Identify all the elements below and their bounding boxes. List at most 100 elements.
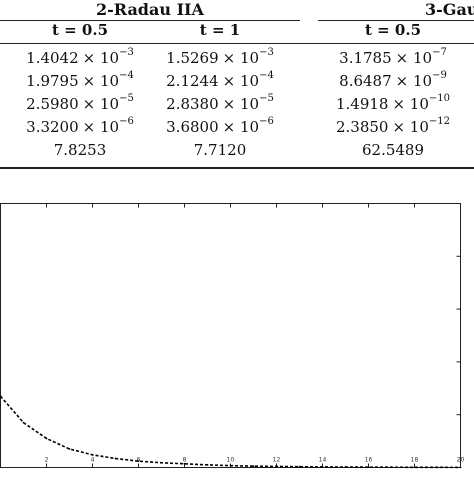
cell-mantissa: 1.5269: [166, 49, 219, 67]
header-rule: [0, 43, 474, 44]
table-cell: 62.5489: [318, 141, 468, 159]
cell-exponent: −10: [428, 93, 451, 104]
series-point: [206, 463, 209, 466]
cell-mantissa: 3.6800: [166, 118, 219, 136]
cell-times: × 10: [222, 95, 260, 113]
series-point: [413, 466, 416, 469]
cell-mantissa: 62.5489: [361, 141, 425, 159]
column-header: t = 0.5: [51, 21, 109, 39]
cell-times: × 10: [222, 72, 260, 90]
x-tick-label: 16: [365, 457, 373, 464]
cell-times: × 10: [82, 49, 120, 67]
cell-mantissa: 1.9795: [26, 72, 79, 90]
cell-exponent: −4: [259, 70, 274, 81]
cell-times: × 10: [82, 118, 120, 136]
cell-exponent: −6: [119, 116, 134, 127]
series-point: [45, 437, 48, 440]
x-tick-label: 2: [45, 457, 49, 464]
x-tick-label: 4: [91, 457, 95, 464]
series-point: [160, 461, 163, 464]
bottom-rule: [0, 167, 474, 169]
series-point: [459, 466, 462, 469]
cell-times: × 10: [392, 118, 429, 136]
cell-times: × 10: [222, 49, 260, 67]
series-point: [229, 464, 232, 467]
group-header-gauss: 3-Gau: [425, 0, 474, 19]
axis-ticks: 2 4 6 8 10 12 14 16 18 20: [45, 203, 465, 468]
series-point: [183, 462, 186, 465]
table-cell: 1.9795 × 10−4: [5, 70, 155, 91]
chart-svg: 2 4 6 8 10 12 14 16 18 20: [0, 203, 465, 469]
cell-mantissa: 1.4918: [335, 95, 389, 113]
cell-times: × 10: [392, 95, 429, 113]
cell-exponent: −6: [259, 116, 274, 127]
cell-times: × 10: [222, 118, 260, 136]
series-point: [137, 460, 140, 463]
series-point: [68, 448, 71, 450]
table-cell: 3.6800 × 10−6: [145, 116, 295, 137]
series-point: [0, 395, 2, 398]
cell-times: × 10: [82, 95, 120, 113]
cell-times: × 10: [82, 72, 120, 90]
table-cell: 2.3850 × 10−12: [318, 116, 468, 137]
cell-exponent: −4: [119, 70, 134, 81]
table-cell: 3.3200 × 10−6: [5, 116, 155, 137]
cell-mantissa: 2.1244: [166, 72, 219, 90]
cell-mantissa: 1.4042: [26, 49, 79, 67]
series-point: [390, 466, 393, 469]
x-tick-label: 18: [411, 457, 419, 464]
series-point: [275, 465, 278, 468]
cell-exponent: −9: [432, 70, 447, 81]
cell-mantissa: 7.8253: [53, 141, 107, 159]
cell-times: × 10: [395, 49, 433, 67]
x-tick-label: 6: [137, 457, 141, 464]
table-cell: 1.5269 × 10−3: [145, 47, 295, 68]
x-tick-label: 20: [457, 457, 465, 464]
table-cell: 3.1785 × 10−7: [318, 47, 468, 68]
column-header: t = 1: [199, 21, 241, 39]
cell-exponent: −3: [119, 47, 134, 58]
series-point: [22, 421, 25, 424]
series-point: [436, 466, 439, 469]
cell-mantissa: 7.7120: [193, 141, 247, 159]
cell-mantissa: 2.5980: [26, 95, 79, 113]
cell-mantissa: 2.3850: [335, 118, 389, 136]
series-layer: [0, 395, 462, 469]
x-tick-label: 10: [227, 457, 235, 464]
column-header: t = 0.5: [364, 21, 422, 39]
group-rule-gauss: [318, 20, 474, 21]
cell-times: × 10: [395, 72, 433, 90]
series-point: [367, 466, 370, 469]
series-point: [298, 465, 301, 468]
series-point: [344, 466, 347, 468]
series-point: [252, 465, 255, 468]
table-cell: 7.8253: [5, 141, 155, 159]
table-cell: 2.8380 × 10−5: [145, 93, 295, 114]
cell-exponent: −3: [259, 47, 274, 58]
table-cell: 1.4042 × 10−3: [5, 47, 155, 68]
table-cell: 2.1244 × 10−4: [145, 70, 295, 91]
x-tick-label: 14: [319, 457, 327, 464]
cell-exponent: −5: [259, 93, 274, 104]
group-rule-radau: [0, 20, 300, 21]
table-cell: 7.7120: [145, 141, 295, 159]
results-table: 2-Radau IIA 3-Gau t = 0.5 t = 1 t = 0.5 …: [0, 0, 474, 172]
group-header-radau: 2-Radau IIA: [96, 0, 204, 19]
cell-mantissa: 2.8380: [166, 95, 219, 113]
series-point: [91, 453, 94, 456]
plot-frame: [0, 203, 461, 468]
x-tick-label: 8: [183, 457, 187, 464]
table-cell: 1.4918 × 10−10: [318, 93, 468, 114]
cell-exponent: −7: [432, 47, 447, 58]
cell-mantissa: 8.6487: [339, 72, 392, 90]
series-point: [114, 457, 117, 460]
table-cell: 8.6487 × 10−9: [318, 70, 468, 91]
series-point: [321, 466, 324, 468]
error-decay-chart: 2 4 6 8 10 12 14 16 18 20: [0, 196, 474, 474]
cell-mantissa: 3.1785: [339, 49, 392, 67]
cell-exponent: −12: [428, 116, 451, 127]
cell-mantissa: 3.3200: [26, 118, 79, 136]
cell-exponent: −5: [119, 93, 134, 104]
x-tick-label: 12: [273, 457, 281, 464]
table-cell: 2.5980 × 10−5: [5, 93, 155, 114]
